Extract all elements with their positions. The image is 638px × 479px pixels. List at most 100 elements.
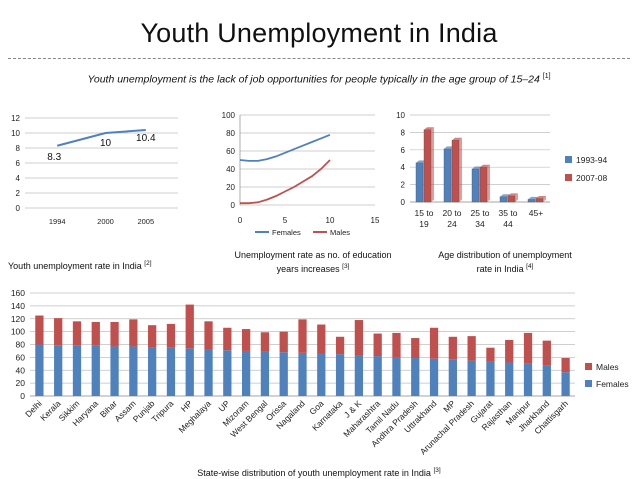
bar-females — [110, 346, 119, 396]
bar-females — [72, 345, 82, 396]
bar-females — [35, 344, 44, 396]
caption-line: rate in India [4] — [410, 261, 600, 275]
legend-swatch — [565, 156, 572, 163]
chart-unemployment-rate: 0 2 4 6 8 10 12 1994 2000 2005 8.3 10 10.4 — [11, 114, 178, 226]
bar-2007-08 — [451, 140, 460, 203]
caption-unemployment-rate: Youth unemployment rate in India [2] — [8, 258, 208, 272]
bar-males — [335, 336, 345, 355]
y-tick-label: 100 — [222, 111, 236, 120]
caption-text: State-wise distribution of youth unemplo… — [197, 468, 431, 478]
bar-females — [91, 345, 100, 396]
y-tick-label: 6 — [16, 159, 21, 168]
bar-males — [467, 336, 476, 361]
x-tick-label: 2005 — [137, 217, 154, 226]
bar-1993-94 — [443, 148, 452, 203]
chart-state-wise: 020406080100120140160DelhiKeralaSikkimHa… — [11, 288, 629, 457]
x-tick-label: 10 — [326, 216, 335, 225]
bar-side-3d — [543, 196, 546, 202]
y-tick-label: 10 — [11, 129, 20, 138]
bar-males — [72, 321, 82, 346]
y-tick-label: 4 — [16, 174, 21, 183]
bar-males — [91, 321, 100, 346]
bar-females — [241, 350, 251, 396]
legend-label: Males — [596, 362, 619, 372]
bar-males — [54, 318, 63, 346]
bar-2007-08 — [423, 129, 432, 203]
caption-line: years increases [3] — [218, 261, 408, 275]
bar-males — [148, 325, 157, 348]
y-tick-label: 40 — [16, 365, 26, 375]
legend-label: Females — [272, 228, 301, 237]
bar-males — [166, 323, 176, 348]
subtitle-ref: [1] — [542, 73, 551, 80]
x-tick-label: 35 to — [499, 208, 518, 218]
bar-males — [129, 319, 138, 347]
caption-text: Youth unemployment rate in India — [8, 261, 142, 271]
bar-males — [298, 319, 307, 353]
bar-1993-94 — [499, 196, 508, 203]
bar-males — [185, 304, 194, 349]
y-tick-label: 40 — [226, 165, 235, 174]
bar-females — [542, 365, 551, 396]
bar-females — [223, 350, 232, 396]
bar-females — [335, 354, 345, 396]
bar-males — [317, 324, 326, 354]
caption-ref: [3] — [342, 263, 350, 270]
bar-females — [148, 347, 157, 396]
caption-ref: [3] — [433, 467, 441, 474]
bar-females — [467, 360, 476, 396]
bar-males — [505, 339, 514, 363]
data-label: 10 — [100, 138, 112, 149]
subtitle-text: Youth unemployment is the lack of job op… — [87, 73, 540, 86]
bar-males — [204, 321, 213, 350]
y-tick-label: 4 — [401, 163, 406, 172]
caption-ref: [4] — [526, 263, 534, 270]
legend-label: 1993-94 — [576, 155, 607, 165]
y-tick-label: 80 — [226, 129, 235, 138]
caption-ref: [2] — [144, 260, 152, 267]
y-tick-label: 8 — [401, 128, 406, 137]
bar-top-3d — [508, 193, 518, 196]
legend-label: 2007-08 — [576, 173, 607, 183]
bar-males — [35, 315, 44, 345]
y-tick-label: 60 — [226, 147, 235, 156]
bar-females — [392, 357, 401, 396]
bar-females — [260, 351, 270, 396]
page-subtitle: Youth unemployment is the lack of job op… — [0, 73, 638, 86]
bar-females — [429, 358, 439, 396]
bar-1993-94 — [415, 162, 424, 203]
bar-top-3d — [416, 160, 426, 163]
bar-top-3d — [472, 166, 482, 169]
bar-side-3d — [459, 137, 462, 202]
bar-males — [223, 327, 232, 351]
x-tick-label: Tripura — [149, 398, 175, 424]
bar-1993-94 — [527, 199, 536, 203]
y-tick-label: 2 — [401, 181, 406, 190]
bar-males — [486, 347, 495, 362]
y-tick-label: 100 — [11, 327, 25, 337]
x-tick-label: 25 to — [471, 208, 490, 218]
legend-label: Males — [330, 228, 350, 237]
bar-females — [204, 349, 213, 396]
bar-males — [373, 333, 382, 357]
x-tick-label: 15 to — [415, 208, 434, 218]
y-tick-label: 8 — [16, 144, 21, 153]
bar-females — [486, 361, 495, 396]
bar-top-3d — [528, 196, 538, 200]
legend-swatch — [585, 363, 592, 370]
y-tick-label: 120 — [11, 314, 25, 324]
bar-females — [279, 352, 288, 396]
y-tick-label: 0 — [401, 198, 406, 207]
x-tick-label: 1994 — [49, 217, 66, 226]
y-tick-label: 12 — [11, 114, 20, 123]
bar-males — [411, 338, 420, 359]
y-tick-label: 0 — [20, 391, 25, 401]
title-divider — [8, 58, 630, 59]
y-tick-label: 6 — [401, 146, 406, 155]
bar-males — [523, 332, 533, 364]
bar-2007-08 — [507, 195, 516, 203]
caption-text: years increases — [276, 264, 340, 274]
y-tick-label: 60 — [16, 352, 26, 362]
caption-age-distribution: Age distribution of unemployment rate in… — [410, 250, 600, 275]
x-tick-label: 20 to — [443, 208, 462, 218]
